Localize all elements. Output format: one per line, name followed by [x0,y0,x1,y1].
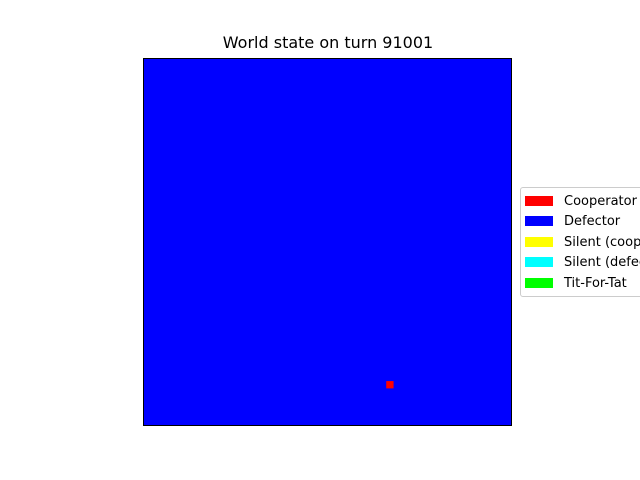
legend-swatch-tit-for-tat [525,278,553,288]
legend-swatch-defector [525,216,553,226]
legend-entry-defector: Defector [525,212,620,230]
legend-label-silent-defector: Silent (defector) [564,254,640,270]
world-grid [144,59,511,425]
legend-entry-tit-for-tat: Tit-For-Tat [525,274,627,292]
plot-area [143,58,512,426]
legend-entry-cooperator: Cooperator [525,192,637,210]
legend-swatch-silent-defector [525,257,553,267]
legend-label-tit-for-tat: Tit-For-Tat [564,275,627,291]
chart-title: World state on turn 91001 [222,33,434,52]
legend-label-cooperator: Cooperator [564,193,637,209]
legend-swatch-cooperator [525,196,553,206]
legend-swatch-silent-cooperator [525,237,553,247]
legend: Cooperator Defector Silent (cooperator) … [520,187,640,297]
grid-background-defector [144,59,511,425]
legend-label-defector: Defector [564,213,621,229]
grid-cell-cooperator [386,381,394,389]
legend-entry-silent-defector: Silent (defector) [525,253,640,271]
legend-entry-silent-cooperator: Silent (cooperator) [525,233,640,251]
legend-label-silent-cooperator: Silent (cooperator) [564,234,640,250]
